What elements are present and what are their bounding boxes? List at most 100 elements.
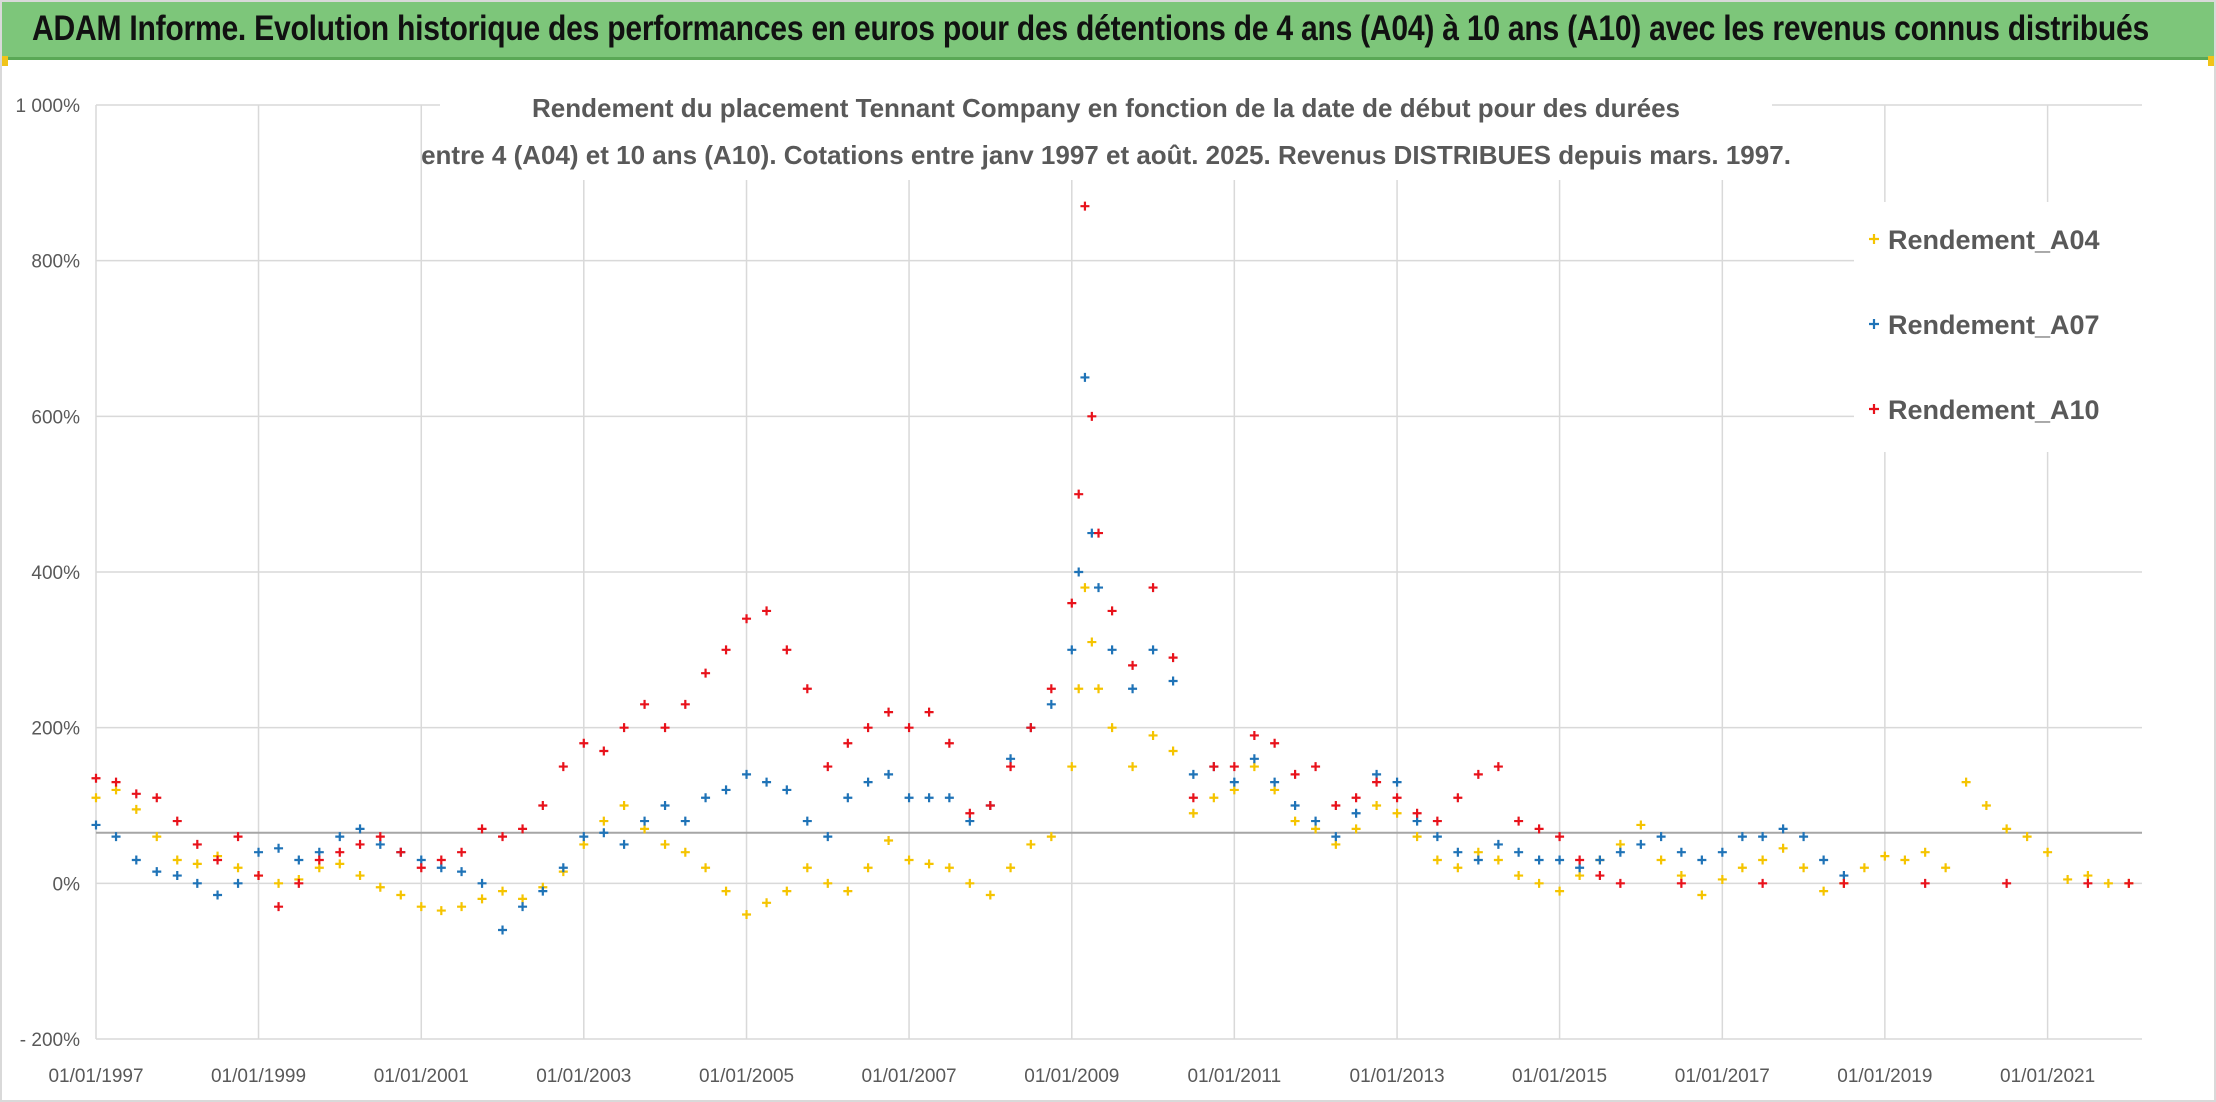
data-point (1900, 855, 1910, 865)
data-point (233, 832, 243, 842)
data-point (1331, 801, 1341, 810)
data-point (2002, 878, 2012, 888)
x-tick-label: 01/01/1999 (211, 1066, 306, 1087)
x-tick-label: 01/01/2009 (1024, 1066, 1119, 1087)
data-point (701, 793, 711, 803)
data-point (1107, 645, 1117, 655)
data-point (1392, 793, 1402, 803)
corner-mark-right (2208, 56, 2214, 66)
data-point (1148, 730, 1158, 740)
data-point (1758, 878, 1768, 888)
data-point (335, 832, 345, 842)
data-point (1331, 832, 1341, 842)
data-point (1615, 839, 1625, 849)
data-point (477, 824, 487, 834)
data-point (1188, 793, 1198, 803)
data-point (1717, 847, 1727, 857)
data-point (416, 855, 426, 865)
data-point (1026, 723, 1036, 733)
data-point (924, 859, 934, 869)
data-point (944, 738, 954, 748)
data-point (91, 820, 101, 830)
data-point (1168, 653, 1178, 663)
data-point (1615, 847, 1625, 857)
series-A04 (91, 583, 2134, 919)
data-point (1778, 824, 1788, 834)
data-point (518, 894, 528, 904)
data-point (1107, 606, 1117, 616)
data-point (1094, 684, 1104, 694)
y-tick-label: 800% (31, 252, 80, 273)
data-point (1290, 769, 1300, 779)
data-point (192, 859, 202, 869)
data-point (701, 668, 711, 678)
data-point (1595, 871, 1605, 881)
data-point (396, 847, 406, 857)
data-point (680, 699, 690, 709)
x-tick-label: 01/01/2013 (1350, 1066, 1445, 1087)
data-point (1453, 793, 1463, 803)
data-point (924, 707, 934, 717)
data-point (762, 606, 772, 616)
data-point (1080, 372, 1090, 382)
data-point (274, 843, 284, 853)
data-point (294, 855, 304, 865)
data-point (1534, 878, 1544, 888)
data-point (2022, 832, 2032, 842)
data-point (802, 816, 812, 826)
data-point (1615, 878, 1625, 888)
data-point (843, 738, 853, 748)
data-point (904, 793, 914, 803)
data-point (680, 847, 690, 857)
data-point (1168, 676, 1178, 686)
data-point (1737, 863, 1747, 873)
data-point (823, 832, 833, 842)
data-point (1575, 863, 1585, 873)
data-point (1209, 762, 1219, 772)
data-point (152, 793, 162, 803)
x-tick-label: 01/01/1997 (48, 1066, 143, 1087)
data-point (1493, 762, 1503, 772)
grid-lines (95, 104, 2142, 1040)
data-point (1473, 855, 1483, 865)
data-point (2124, 878, 2134, 888)
data-point (1351, 824, 1361, 834)
y-tick-label: 0% (53, 874, 81, 895)
data-point (1067, 762, 1077, 772)
data-point (884, 707, 894, 717)
data-point (538, 801, 548, 810)
data-point (823, 762, 833, 772)
data-point (1006, 754, 1016, 764)
data-point (1555, 855, 1565, 865)
data-point (436, 855, 446, 865)
data-point (884, 769, 894, 779)
data-point (1778, 843, 1788, 853)
data-point (1941, 863, 1951, 873)
data-point (213, 890, 223, 900)
data-point (1026, 839, 1036, 849)
data-point (863, 863, 873, 873)
data-point (782, 886, 792, 896)
data-point (660, 839, 670, 849)
data-point (192, 839, 202, 849)
x-tick-label: 01/01/2015 (1512, 1066, 1607, 1087)
chart-title-line1: Rendement du placement Tennant Company e… (532, 93, 1680, 123)
data-point (904, 723, 914, 733)
data-point (924, 793, 934, 803)
data-point (1094, 583, 1104, 593)
data-point (1869, 234, 1879, 244)
data-point (660, 801, 670, 810)
data-point (680, 816, 690, 826)
data-point (1351, 793, 1361, 803)
x-tick-label: 01/01/2017 (1675, 1066, 1770, 1087)
data-point (1372, 769, 1382, 779)
x-axis: 01/01/1997 01/01/1999 01/01/2001 01/01/2003… (48, 1066, 2095, 1087)
data-point (1493, 839, 1503, 849)
data-point (416, 902, 426, 912)
data-point (254, 847, 264, 857)
data-point (131, 855, 141, 865)
data-point (965, 878, 975, 888)
data-point (1046, 684, 1056, 694)
series-A10 (91, 201, 2134, 912)
data-point (131, 789, 141, 799)
